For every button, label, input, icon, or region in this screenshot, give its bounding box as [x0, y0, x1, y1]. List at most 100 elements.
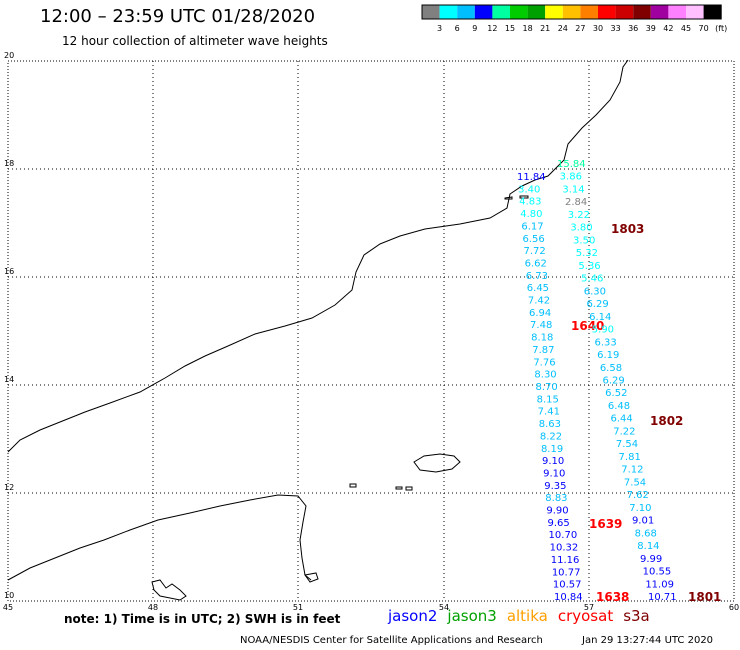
colorbar-swatch	[668, 5, 686, 19]
longitude-label: 54	[439, 603, 449, 612]
legend-jason3: jason3	[447, 607, 497, 625]
wave-height-value: 3.22	[568, 210, 590, 221]
graticule	[8, 61, 734, 601]
wave-height-value: 6.94	[529, 308, 551, 319]
wave-height-value: 8.30	[534, 370, 556, 381]
wave-height-value: 8.15	[537, 394, 559, 405]
wave-height-value: 3.14	[562, 184, 584, 195]
wave-height-value: 7.48	[530, 320, 552, 331]
wave-height-value: 6.30	[584, 286, 606, 297]
wave-height-value: 8.83	[545, 493, 567, 504]
colorbar-label: 45	[681, 24, 691, 33]
latitude-labels: 20 18 16 14 12 10	[4, 51, 14, 600]
wave-height-value: 11.16	[551, 555, 580, 566]
wave-height-value: 6.14	[589, 312, 611, 323]
color-scale-bar: 3 6 9 12 15 18 21 24 27 30 33 36 39 42 45 70 (ft)	[421, 4, 727, 33]
longitude-label: 57	[584, 603, 594, 612]
colorbar-label: 6	[455, 24, 460, 33]
colorbar-label: 36	[628, 24, 638, 33]
wave-height-value: 6.33	[594, 337, 616, 348]
legend-jason2: jason2	[388, 607, 438, 625]
satellite-legend: jason2 jason3 altika cryosat s3a	[388, 607, 660, 625]
wave-height-value: 6.29	[603, 376, 625, 387]
wave-height-value: 3.80	[570, 223, 592, 234]
latitude-label: 18	[4, 159, 14, 168]
wave-height-value: 7.12	[621, 465, 643, 476]
latitude-label: 12	[4, 483, 14, 492]
colorbar-swatch	[422, 5, 440, 19]
wave-height-value: 6.45	[527, 283, 549, 294]
wave-height-value: 11.84	[517, 172, 546, 183]
wave-height-value: 7.42	[528, 296, 550, 307]
wave-height-value: 10.57	[553, 580, 582, 591]
colorbar-swatch	[492, 5, 510, 19]
colorbar-swatch	[615, 5, 634, 19]
wave-height-value: 6.73	[526, 271, 548, 282]
map-subtitle: 12 hour collection of altimeter wave hei…	[62, 34, 328, 48]
wave-height-value: 6.52	[605, 388, 627, 399]
latitude-label: 16	[4, 267, 14, 276]
wave-height-value: 3.50	[573, 235, 595, 246]
wave-height-value: 9.65	[547, 518, 569, 529]
longitude-label: 45	[3, 603, 13, 612]
colorbar-label: 39	[646, 24, 656, 33]
colorbar-label: 70	[699, 24, 709, 33]
wave-height-value: 9.90	[546, 506, 568, 517]
wave-height-value: 6.29	[586, 299, 608, 310]
colorbar-label: 3	[437, 24, 442, 33]
colorbar-label: 33	[611, 24, 621, 33]
wave-height-value: 6.17	[521, 221, 543, 232]
wave-height-value: 8.22	[540, 431, 562, 442]
wave-height-value: 7.54	[624, 477, 646, 488]
wave-height-value: 8.63	[539, 419, 561, 430]
pass-time-label: 1640	[571, 319, 604, 333]
colorbar-swatch	[562, 5, 581, 19]
wave-height-value: 9.99	[640, 554, 662, 565]
wave-height-value: 6.56	[522, 234, 544, 245]
colorbar-label: 9	[472, 24, 477, 33]
latitude-label: 10	[4, 591, 14, 600]
wave-height-value: 7.54	[616, 439, 638, 450]
wave-height-value: 5.46	[581, 274, 603, 285]
longitude-label: 48	[148, 603, 158, 612]
colorbar-label: 30	[593, 24, 603, 33]
colorbar-swatch	[474, 5, 493, 19]
colorbar-label: 42	[663, 24, 673, 33]
map-title: 12:00 – 23:59 UTC 01/28/2020	[40, 6, 316, 27]
wave-height-value: 6.19	[597, 350, 619, 361]
credit-line: NOAA/NESDIS Center for Satellite Applica…	[240, 635, 543, 646]
wave-height-value: 7.62	[627, 490, 649, 501]
units-note: note: 1) Time is in UTC; 2) SWH is in fe…	[64, 612, 341, 626]
wave-height-value: 4.80	[520, 209, 542, 220]
wave-height-value: 3.40	[518, 184, 540, 195]
wave-height-value: 7.76	[533, 357, 555, 368]
pass-time-label: 1803	[611, 222, 644, 236]
wave-height-value: 7.81	[619, 452, 641, 463]
colorbar-swatch	[457, 5, 475, 19]
pass-time-label: 1801	[688, 590, 721, 604]
wave-height-value: 11.09	[645, 579, 674, 590]
pass-time-label: 1802	[650, 414, 683, 428]
wave-height-value: 8.70	[536, 382, 558, 393]
wave-height-value: 6.48	[608, 401, 630, 412]
legend-cryosat: cryosat	[557, 607, 614, 625]
colorbar-swatch	[527, 5, 546, 19]
wave-height-value: 7.41	[538, 407, 560, 418]
map-frame	[7, 60, 735, 602]
wave-height-value: 4.83	[519, 197, 541, 208]
wave-height-value: 10.84	[554, 592, 583, 603]
colorbar-label: 12	[487, 24, 497, 33]
legend-s3a: s3a	[623, 607, 650, 625]
colorbar-label: 15	[505, 24, 515, 33]
wave-height-value: 5.36	[578, 261, 600, 272]
pass-time-label: 1638	[596, 590, 629, 604]
colorbar-swatch	[686, 5, 704, 19]
wave-height-value: 10.71	[648, 592, 677, 603]
wave-height-value: 10.70	[549, 530, 578, 541]
wave-height-value: 2.84	[565, 197, 587, 208]
legend-altika: altika	[506, 607, 548, 625]
colorbar-swatch	[510, 5, 528, 19]
